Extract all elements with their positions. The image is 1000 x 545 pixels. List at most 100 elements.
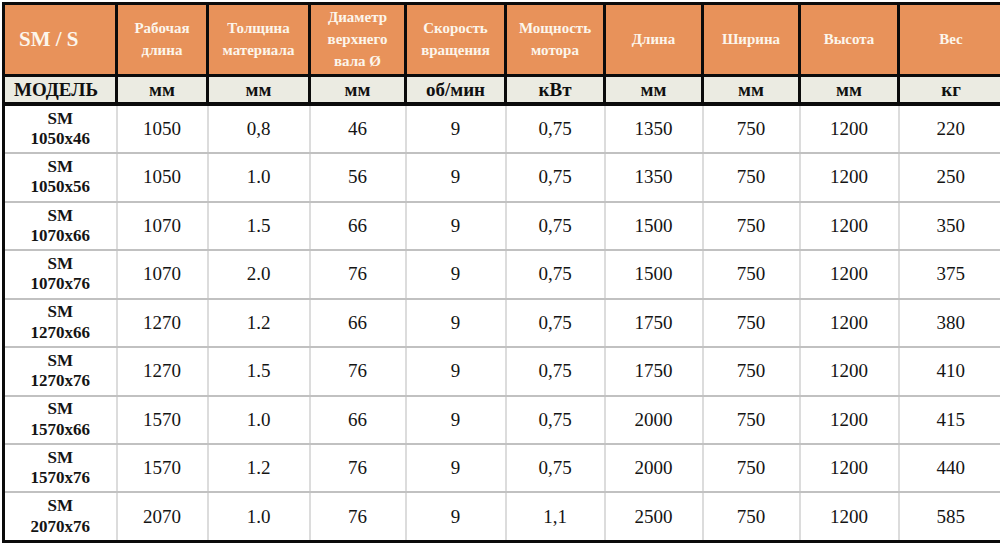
value-cell: 1570 (117, 396, 208, 444)
unit-header: кг (899, 76, 1000, 104)
value-cell: 9 (406, 347, 506, 395)
value-cell: 750 (703, 202, 800, 250)
value-cell: 0,75 (506, 396, 605, 444)
spec-table-container: SM / S Рабочая длина Толщина материала Д… (2, 2, 998, 543)
header-row: SM / S Рабочая длина Толщина материала Д… (4, 4, 1000, 76)
value-cell: 9 (406, 492, 506, 541)
value-cell: 1750 (605, 299, 703, 347)
unit-header: мм (208, 76, 310, 104)
value-cell: 1200 (800, 444, 899, 492)
value-cell: 1350 (605, 104, 703, 154)
value-cell: 1200 (800, 492, 899, 541)
value-cell: 350 (899, 202, 1000, 250)
value-cell: 2.0 (208, 250, 310, 298)
value-cell: 0,75 (506, 299, 605, 347)
value-cell: 750 (703, 153, 800, 201)
value-cell: 1.5 (208, 347, 310, 395)
unit-header: кВт (506, 76, 605, 104)
model-cell: SM1050x46 (4, 104, 117, 154)
value-cell: 9 (406, 299, 506, 347)
unit-header: об/мин (406, 76, 506, 104)
value-cell: 1050 (117, 153, 208, 201)
value-cell: 1.0 (208, 153, 310, 201)
value-cell: 750 (703, 250, 800, 298)
value-cell: 1200 (800, 104, 899, 154)
column-header-material-thickness: Толщина материала (208, 4, 310, 76)
value-cell: 9 (406, 396, 506, 444)
column-header-working-length: Рабочая длина (117, 4, 208, 76)
value-cell: 2000 (605, 396, 703, 444)
value-cell: 1.5 (208, 202, 310, 250)
value-cell: 220 (899, 104, 1000, 154)
column-header-rotation-speed: Скорость вращения (406, 4, 506, 76)
table-row: SM1570x76 1570 1.2 76 9 0,75 2000 750 12… (4, 444, 1000, 492)
value-cell: 1050 (117, 104, 208, 154)
value-cell: 1,1 (506, 492, 605, 541)
value-cell: 440 (899, 444, 1000, 492)
column-header-height: Высота (800, 4, 899, 76)
value-cell: 76 (310, 444, 406, 492)
value-cell: 0,75 (506, 444, 605, 492)
value-cell: 1500 (605, 250, 703, 298)
value-cell: 750 (703, 444, 800, 492)
value-cell: 1270 (117, 347, 208, 395)
table-row: SM1050x46 1050 0,8 46 9 0,75 1350 750 12… (4, 104, 1000, 154)
value-cell: 750 (703, 347, 800, 395)
model-header: МОДЕЛЬ (4, 76, 117, 104)
value-cell: 66 (310, 299, 406, 347)
value-cell: 750 (703, 299, 800, 347)
value-cell: 585 (899, 492, 1000, 541)
table-row: SM1270x66 1270 1.2 66 9 0,75 1750 750 12… (4, 299, 1000, 347)
model-cell: SM1070x66 (4, 202, 117, 250)
unit-header: мм (117, 76, 208, 104)
value-cell: 1570 (117, 444, 208, 492)
value-cell: 250 (899, 153, 1000, 201)
value-cell: 1200 (800, 299, 899, 347)
value-cell: 46 (310, 104, 406, 154)
value-cell: 1070 (117, 202, 208, 250)
column-header-length: Длина (605, 4, 703, 76)
value-cell: 750 (703, 492, 800, 541)
table-row: SM2070x76 2070 1.0 76 9 1,1 2500 750 120… (4, 492, 1000, 541)
model-cell: SM1270x66 (4, 299, 117, 347)
column-header-width: Ширина (703, 4, 800, 76)
value-cell: 1350 (605, 153, 703, 201)
value-cell: 0,75 (506, 104, 605, 154)
unit-header: мм (800, 76, 899, 104)
value-cell: 1200 (800, 347, 899, 395)
value-cell: 9 (406, 104, 506, 154)
model-cell: SM2070x76 (4, 492, 117, 541)
table-row: SM1050x56 1050 1.0 56 9 0,75 1350 750 12… (4, 153, 1000, 201)
value-cell: 56 (310, 153, 406, 201)
column-header-motor-power: Мощность мотора (506, 4, 605, 76)
value-cell: 0,75 (506, 153, 605, 201)
value-cell: 1200 (800, 250, 899, 298)
value-cell: 2500 (605, 492, 703, 541)
value-cell: 410 (899, 347, 1000, 395)
value-cell: 750 (703, 396, 800, 444)
column-header-weight: Вес (899, 4, 1000, 76)
value-cell: 1.0 (208, 492, 310, 541)
corner-header: SM / S (4, 4, 117, 76)
value-cell: 1200 (800, 396, 899, 444)
value-cell: 76 (310, 250, 406, 298)
unit-header: мм (605, 76, 703, 104)
value-cell: 1.0 (208, 396, 310, 444)
column-header-upper-shaft-diameter: Диаметр верхнего вала Ø (310, 4, 406, 76)
value-cell: 750 (703, 104, 800, 154)
table-row: SM1070x66 1070 1.5 66 9 0,75 1500 750 12… (4, 202, 1000, 250)
value-cell: 76 (310, 347, 406, 395)
unit-header: мм (703, 76, 800, 104)
value-cell: 76 (310, 492, 406, 541)
model-cell: SM1050x56 (4, 153, 117, 201)
model-cell: SM1570x76 (4, 444, 117, 492)
value-cell: 9 (406, 250, 506, 298)
value-cell: 2000 (605, 444, 703, 492)
value-cell: 380 (899, 299, 1000, 347)
table-row: SM1070x76 1070 2.0 76 9 0,75 1500 750 12… (4, 250, 1000, 298)
value-cell: 9 (406, 202, 506, 250)
table-row: SM1570x66 1570 1.0 66 9 0,75 2000 750 12… (4, 396, 1000, 444)
value-cell: 0,75 (506, 250, 605, 298)
units-row: МОДЕЛЬ мм мм мм об/мин кВт мм мм мм кг (4, 76, 1000, 104)
value-cell: 1750 (605, 347, 703, 395)
